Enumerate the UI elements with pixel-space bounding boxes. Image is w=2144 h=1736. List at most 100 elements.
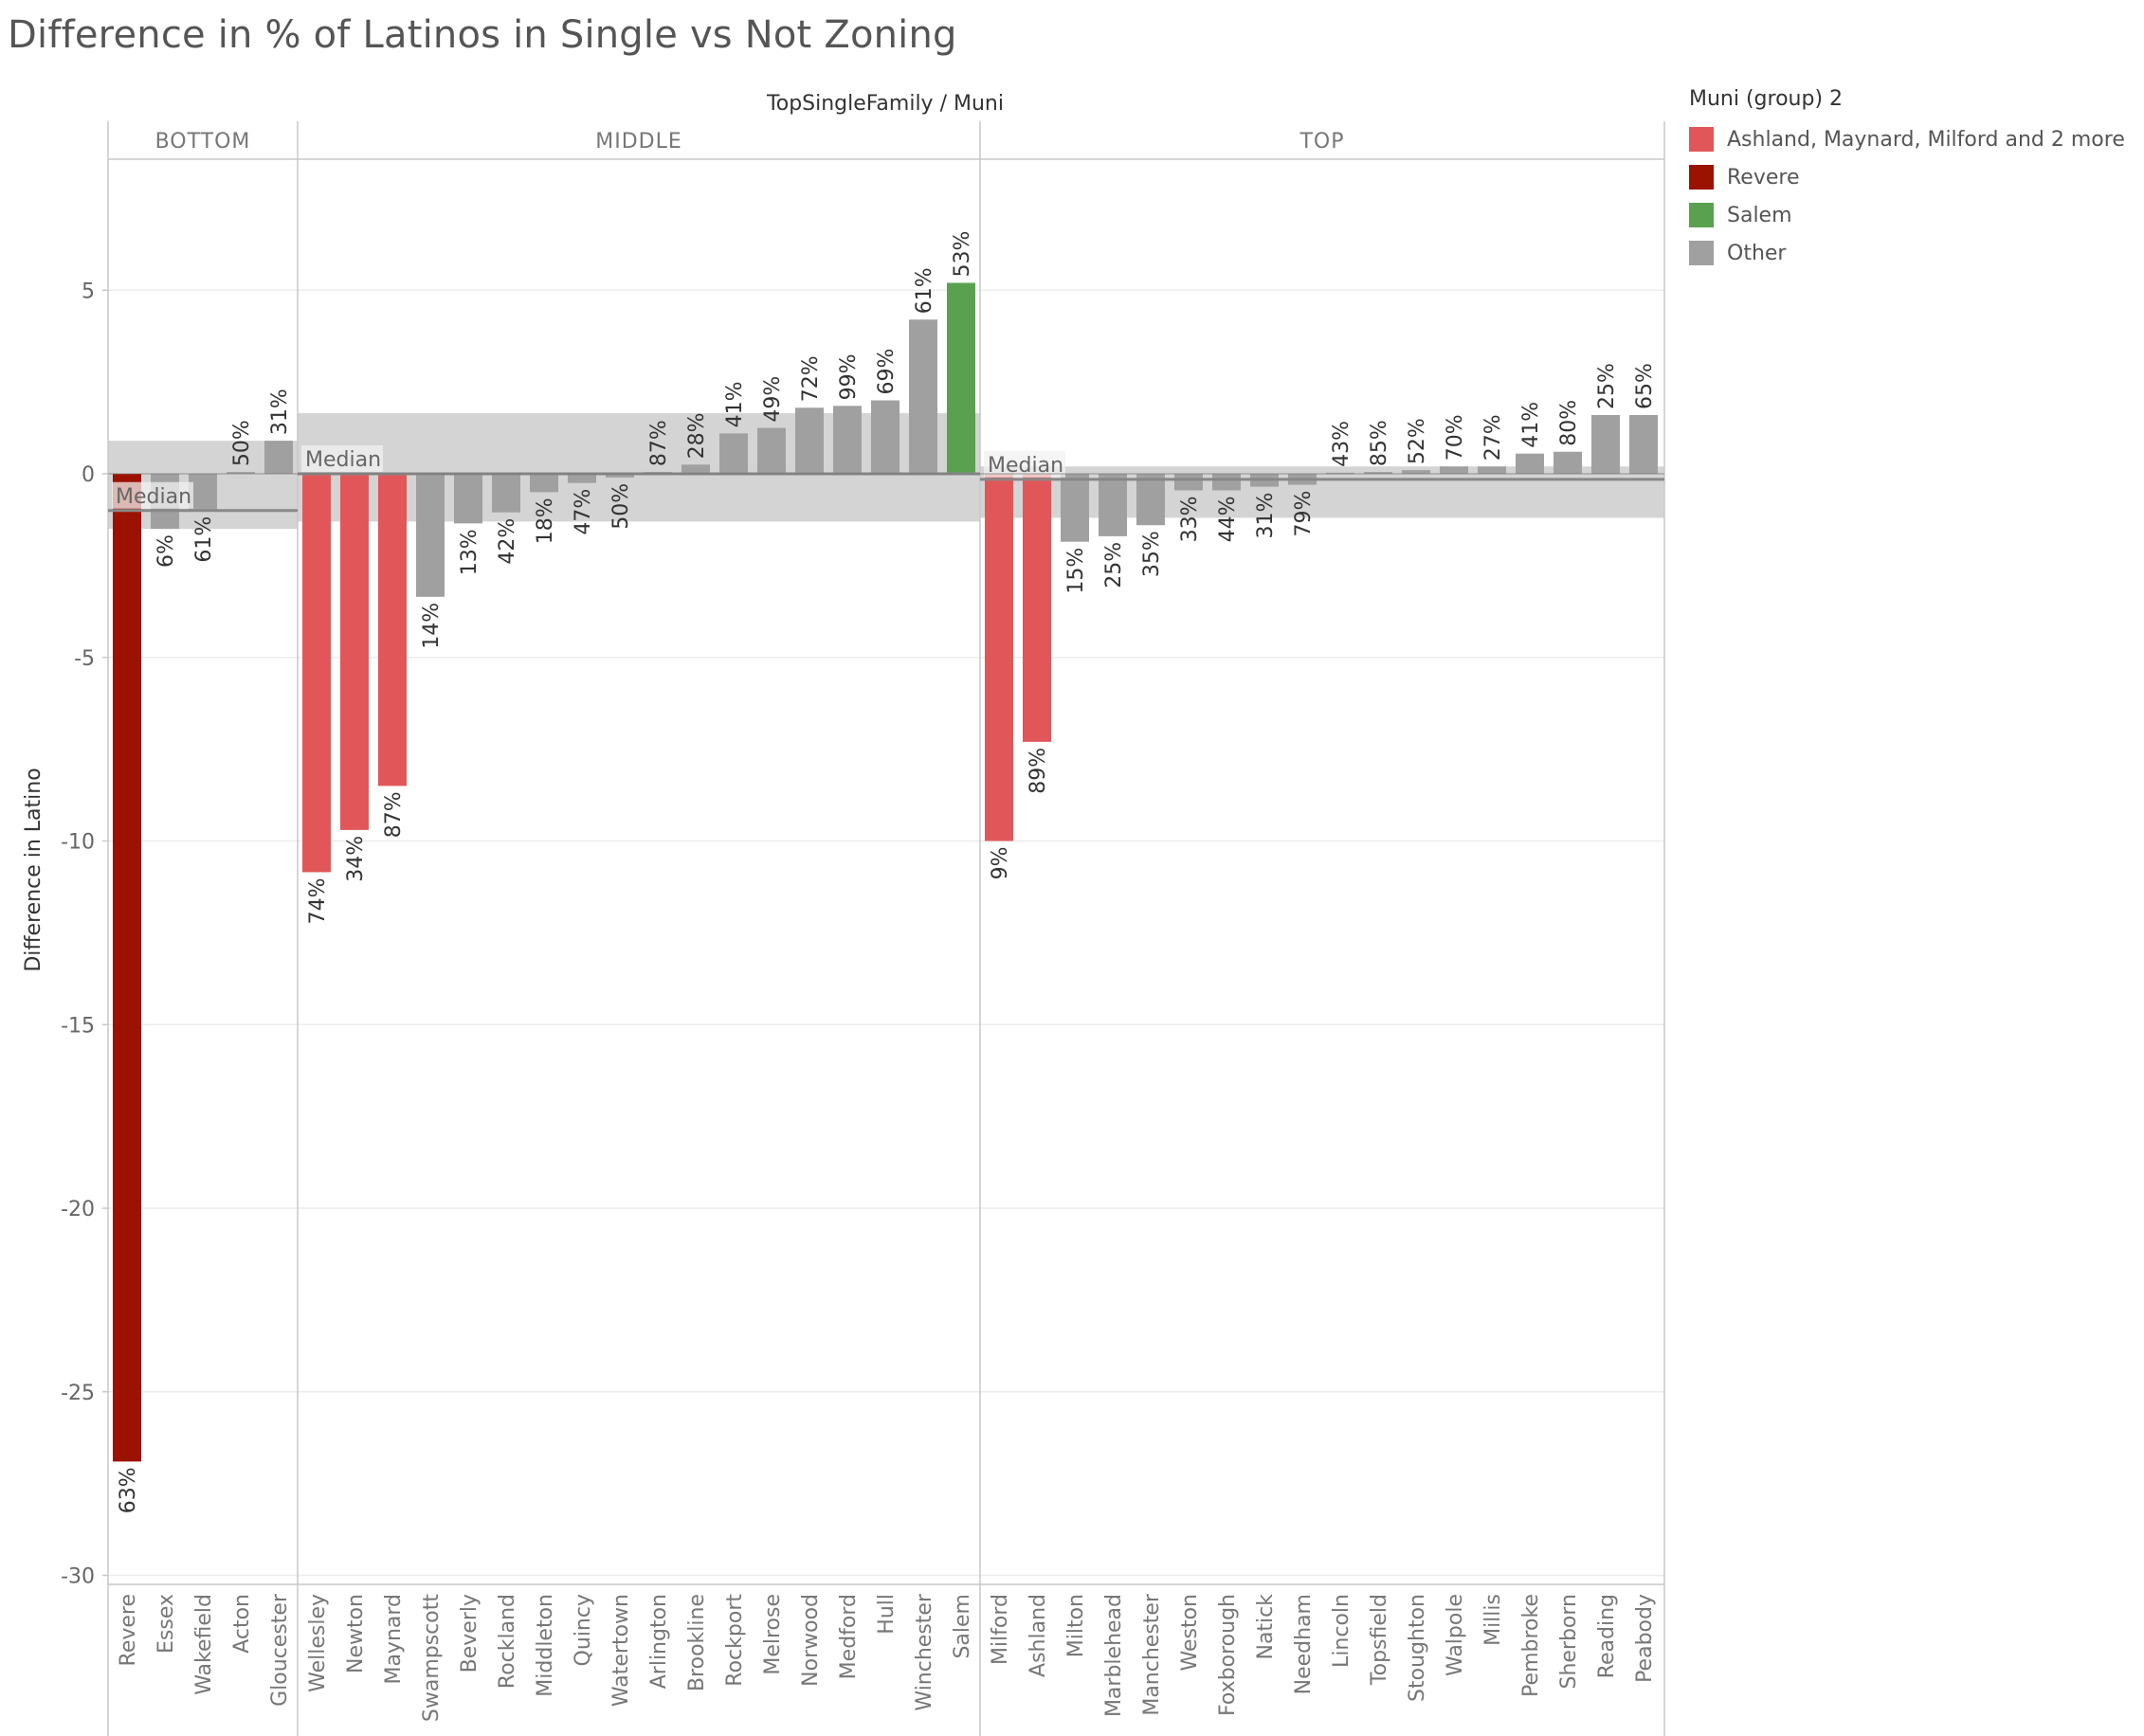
x-tick-label: Manchester (1140, 1593, 1164, 1716)
reference-band (298, 413, 980, 522)
data-label: 87% (382, 791, 406, 838)
data-label: 53% (951, 231, 974, 278)
data-label: 28% (685, 412, 709, 459)
data-label: 15% (1064, 548, 1088, 594)
data-label: 9% (989, 847, 1012, 880)
chart-title: Difference in % of Latinos in Single vs … (8, 13, 957, 57)
data-label: 44% (1216, 496, 1240, 542)
y-tick-label: -15 (61, 1014, 95, 1038)
bar-ashland (1023, 474, 1051, 742)
bar-maynard (378, 474, 407, 787)
data-label: 61% (913, 267, 936, 314)
x-tick-label: Quincy (572, 1594, 595, 1666)
x-tick-label: Wakefield (192, 1594, 216, 1695)
column-header: TopSingleFamily / Muni (766, 92, 1004, 116)
data-label: 50% (609, 483, 633, 530)
bar-winchester (909, 319, 937, 474)
legend-item-other[interactable]: Other (1689, 234, 2125, 272)
legend: Muni (group) 2 Ashland, Maynard, Milford… (1689, 87, 2125, 272)
bar-middleton (530, 474, 558, 493)
bar-pembroke (1516, 453, 1544, 474)
legend-item-ashland-group[interactable]: Ashland, Maynard, Milford and 2 more (1689, 120, 2125, 158)
x-tick-label: Arlington (647, 1594, 671, 1689)
x-tick-label: Medford (837, 1594, 861, 1679)
panel-header: TOP (1299, 130, 1344, 154)
legend-title: Muni (group) 2 (1689, 87, 1844, 111)
legend-swatch (1689, 241, 1714, 265)
x-tick-label: Gloucester (268, 1593, 292, 1707)
x-tick-label: Revere (117, 1594, 140, 1666)
bar-beverly (454, 474, 482, 524)
bar-weston (1174, 474, 1203, 491)
data-label: 52% (1406, 418, 1429, 464)
data-label: 79% (1292, 491, 1316, 537)
data-label: 89% (1027, 748, 1050, 794)
legend-item-revere[interactable]: Revere (1689, 158, 2125, 196)
data-label: 18% (534, 497, 557, 544)
data-label: 13% (458, 529, 481, 575)
bar-brookline (681, 464, 710, 474)
bar-norwood (795, 407, 824, 474)
data-label: 25% (1102, 542, 1126, 588)
x-tick-label: Salem (951, 1594, 974, 1659)
bar-peabody (1629, 415, 1658, 474)
legend-label: Revere (1727, 165, 1800, 190)
bar-watertown (606, 474, 634, 478)
bar-hull (871, 400, 899, 474)
data-label: 87% (647, 420, 671, 466)
panel-header: BOTTOM (155, 130, 251, 154)
x-tick-label: Stoughton (1406, 1594, 1429, 1702)
bar-melrose (757, 427, 786, 474)
x-tick-label: Wellesley (306, 1594, 330, 1692)
bar-millis (1478, 466, 1506, 474)
legend-item-salem[interactable]: Salem (1689, 196, 2125, 234)
x-tick-label: Topsfield (1368, 1594, 1391, 1686)
data-label: 41% (723, 381, 747, 427)
x-tick-label: Foxborough (1216, 1594, 1240, 1716)
data-label: 72% (799, 355, 823, 402)
bar-medford (833, 406, 862, 474)
x-tick-label: Sherborn (1557, 1594, 1581, 1690)
data-label: 61% (192, 516, 216, 563)
data-label: 42% (496, 518, 519, 565)
data-label: 50% (230, 420, 254, 466)
y-tick-label: 0 (82, 463, 95, 487)
legend-swatch (1689, 203, 1714, 227)
median-label: Median (305, 448, 381, 472)
x-tick-label: Swampscott (420, 1594, 444, 1722)
y-tick-label: -20 (61, 1198, 95, 1221)
data-label: 74% (306, 877, 330, 924)
bar-milton (1061, 474, 1089, 542)
x-tick-label: Ashland (1027, 1594, 1050, 1677)
x-tick-label: Weston (1178, 1594, 1202, 1672)
x-tick-label: Newton (344, 1594, 368, 1673)
bar-marblehead (1099, 474, 1127, 536)
bar-topsfield (1364, 472, 1392, 474)
data-label: 41% (1519, 402, 1543, 448)
y-tick-label: -30 (61, 1565, 95, 1589)
y-tick-label: -10 (61, 831, 95, 855)
x-tick-label: Hull (875, 1594, 899, 1635)
reference-band (980, 466, 1664, 518)
bar-quincy (568, 474, 596, 483)
x-tick-label: Rockport (723, 1594, 747, 1687)
x-tick-label: Norwood (799, 1594, 823, 1687)
x-tick-label: Milford (989, 1594, 1012, 1665)
legend-label: Ashland, Maynard, Milford and 2 more (1727, 127, 2125, 152)
data-label: 6% (154, 534, 178, 568)
data-label: 70% (1444, 414, 1467, 461)
legend-label: Other (1727, 241, 1787, 265)
data-label: 33% (1178, 496, 1202, 542)
legend-swatch (1689, 127, 1714, 152)
y-axis-label: Difference in Latino (22, 768, 45, 971)
median-label: Median (116, 485, 191, 509)
x-tick-label: Essex (154, 1594, 178, 1654)
x-tick-label: Lincoln (1330, 1594, 1354, 1668)
bar-newton (340, 474, 369, 830)
bar-rockland (492, 474, 520, 513)
bar-rockport (719, 433, 748, 474)
bar-milford (985, 474, 1013, 841)
x-tick-label: Beverly (458, 1594, 481, 1673)
bar-gloucester (264, 441, 293, 474)
y-tick-label: -5 (74, 647, 95, 671)
